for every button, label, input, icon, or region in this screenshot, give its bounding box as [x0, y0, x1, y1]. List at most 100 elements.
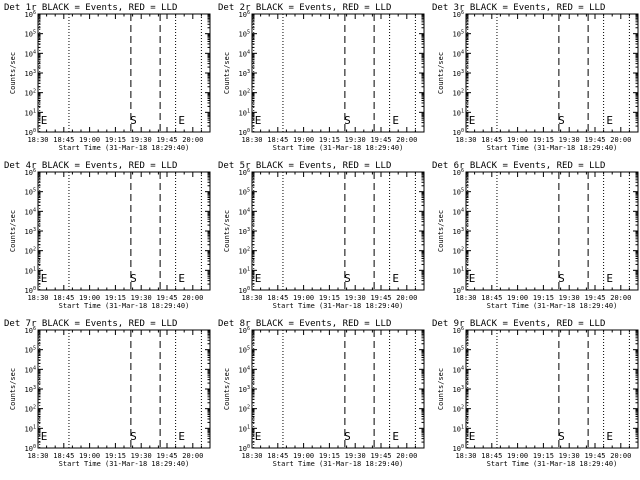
y-tick-label: 104	[239, 207, 250, 216]
panel-title: Det 8r BLACK = Events, RED = LLD	[218, 319, 391, 329]
y-tick-label: 103	[239, 69, 250, 78]
event-marker-label: S	[130, 114, 137, 127]
y-tick-label: 104	[239, 49, 250, 58]
x-tick-label: 18:30	[27, 452, 48, 460]
panel-title: Det 6r BLACK = Events, RED = LLD	[432, 161, 605, 171]
y-tick-label: 103	[25, 69, 36, 78]
y-tick-label: 106	[453, 168, 464, 177]
y-tick-label: 101	[453, 108, 464, 117]
event-marker-label: E	[41, 272, 48, 285]
x-tick-label: 18:30	[241, 136, 262, 144]
detector-panel: Det 3r BLACK = Events, RED = LLD 100 101 10…	[432, 3, 639, 152]
x-axis-label: Start Time (31-Mar-18 18:29:40)	[59, 302, 190, 310]
y-tick-label: 105	[239, 188, 250, 197]
y-tick-label: 106	[239, 10, 250, 19]
y-tick-label: 105	[25, 30, 36, 39]
x-tick-label: 20:00	[396, 294, 417, 302]
x-tick-label: 19:15	[533, 136, 554, 144]
x-tick-label: 18:45	[481, 452, 502, 460]
y-axis-label: Counts/sec	[9, 52, 17, 94]
x-tick-label: 19:30	[559, 294, 580, 302]
x-tick-label: 20:00	[396, 452, 417, 460]
y-tick-label: 100	[239, 444, 250, 453]
event-marker-label: E	[178, 272, 185, 285]
event-marker-label: E	[469, 114, 476, 127]
y-tick-label: 104	[25, 365, 36, 374]
x-tick-label: 19:00	[79, 136, 100, 144]
event-marker-label: E	[255, 272, 262, 285]
x-tick-label: 19:15	[319, 294, 340, 302]
event-marker-label: S	[558, 114, 565, 127]
y-tick-label: 100	[453, 286, 464, 295]
y-tick-label: 105	[453, 188, 464, 197]
x-tick-label: 19:30	[131, 452, 152, 460]
x-tick-label: 18:45	[267, 452, 288, 460]
y-tick-label: 104	[453, 365, 464, 374]
panel-title: Det 5r BLACK = Events, RED = LLD	[218, 161, 391, 171]
y-tick-label: 103	[453, 69, 464, 78]
y-tick-label: 100	[25, 286, 36, 295]
y-tick-label: 106	[239, 326, 250, 335]
event-marker-label: E	[606, 272, 613, 285]
y-axis-label: Counts/sec	[437, 210, 445, 252]
y-tick-label: 100	[25, 444, 36, 453]
y-tick-label: 106	[239, 168, 250, 177]
event-marker-label: E	[392, 430, 399, 443]
x-tick-label: 19:45	[584, 294, 605, 302]
x-tick-label: 18:30	[455, 452, 476, 460]
x-tick-label: 19:15	[105, 294, 126, 302]
x-tick-label: 19:45	[370, 294, 391, 302]
event-marker-label: S	[344, 430, 351, 443]
x-tick-label: 19:15	[533, 294, 554, 302]
y-tick-label: 105	[239, 346, 250, 355]
x-axis-label: Start Time (31-Mar-18 18:29:40)	[273, 460, 404, 468]
y-axis-label: Counts/sec	[223, 210, 231, 252]
detector-panel: Det 5r BLACK = Events, RED = LLD 100 101 10…	[218, 161, 425, 310]
x-tick-label: 19:45	[156, 452, 177, 460]
x-axis-label: Start Time (31-Mar-18 18:29:40)	[487, 460, 618, 468]
x-tick-label: 18:30	[241, 294, 262, 302]
x-tick-label: 18:45	[267, 136, 288, 144]
x-tick-label: 19:45	[370, 136, 391, 144]
panel-title: Det 9r BLACK = Events, RED = LLD	[432, 319, 605, 329]
event-marker-label: E	[606, 430, 613, 443]
y-axis-label: Counts/sec	[223, 368, 231, 410]
x-tick-label: 19:45	[370, 452, 391, 460]
panel-title: Det 2r BLACK = Events, RED = LLD	[218, 3, 391, 13]
x-tick-label: 19:15	[533, 452, 554, 460]
x-tick-label: 19:30	[345, 136, 366, 144]
x-tick-label: 20:00	[182, 452, 203, 460]
y-tick-label: 104	[25, 49, 36, 58]
event-marker-label: S	[344, 114, 351, 127]
y-tick-label: 102	[239, 247, 250, 256]
y-axis-label: Counts/sec	[223, 52, 231, 94]
y-tick-label: 100	[453, 444, 464, 453]
y-tick-label: 103	[239, 385, 250, 394]
event-marker-label: E	[255, 430, 262, 443]
y-tick-label: 101	[239, 424, 250, 433]
x-tick-label: 19:15	[319, 136, 340, 144]
x-tick-label: 18:45	[53, 294, 74, 302]
x-tick-label: 19:30	[345, 452, 366, 460]
event-marker-label: E	[178, 114, 185, 127]
y-tick-label: 105	[453, 346, 464, 355]
x-tick-label: 19:00	[79, 452, 100, 460]
x-tick-label: 18:30	[27, 136, 48, 144]
x-axis-label: Start Time (31-Mar-18 18:29:40)	[273, 144, 404, 152]
event-marker-label: E	[469, 272, 476, 285]
y-tick-label: 101	[453, 266, 464, 275]
x-tick-label: 19:30	[345, 294, 366, 302]
y-tick-label: 101	[453, 424, 464, 433]
y-tick-label: 101	[25, 424, 36, 433]
x-tick-label: 19:00	[293, 452, 314, 460]
detector-panel: Det 1r BLACK = Events, RED = LLD 100 101 10…	[4, 3, 211, 152]
event-marker-label: E	[469, 430, 476, 443]
x-tick-label: 19:30	[131, 294, 152, 302]
x-tick-label: 18:45	[481, 294, 502, 302]
event-marker-label: S	[130, 430, 137, 443]
x-tick-label: 18:30	[241, 452, 262, 460]
y-tick-label: 102	[239, 89, 250, 98]
y-tick-label: 104	[239, 365, 250, 374]
x-axis-label: Start Time (31-Mar-18 18:29:40)	[487, 144, 618, 152]
x-tick-label: 19:45	[584, 452, 605, 460]
